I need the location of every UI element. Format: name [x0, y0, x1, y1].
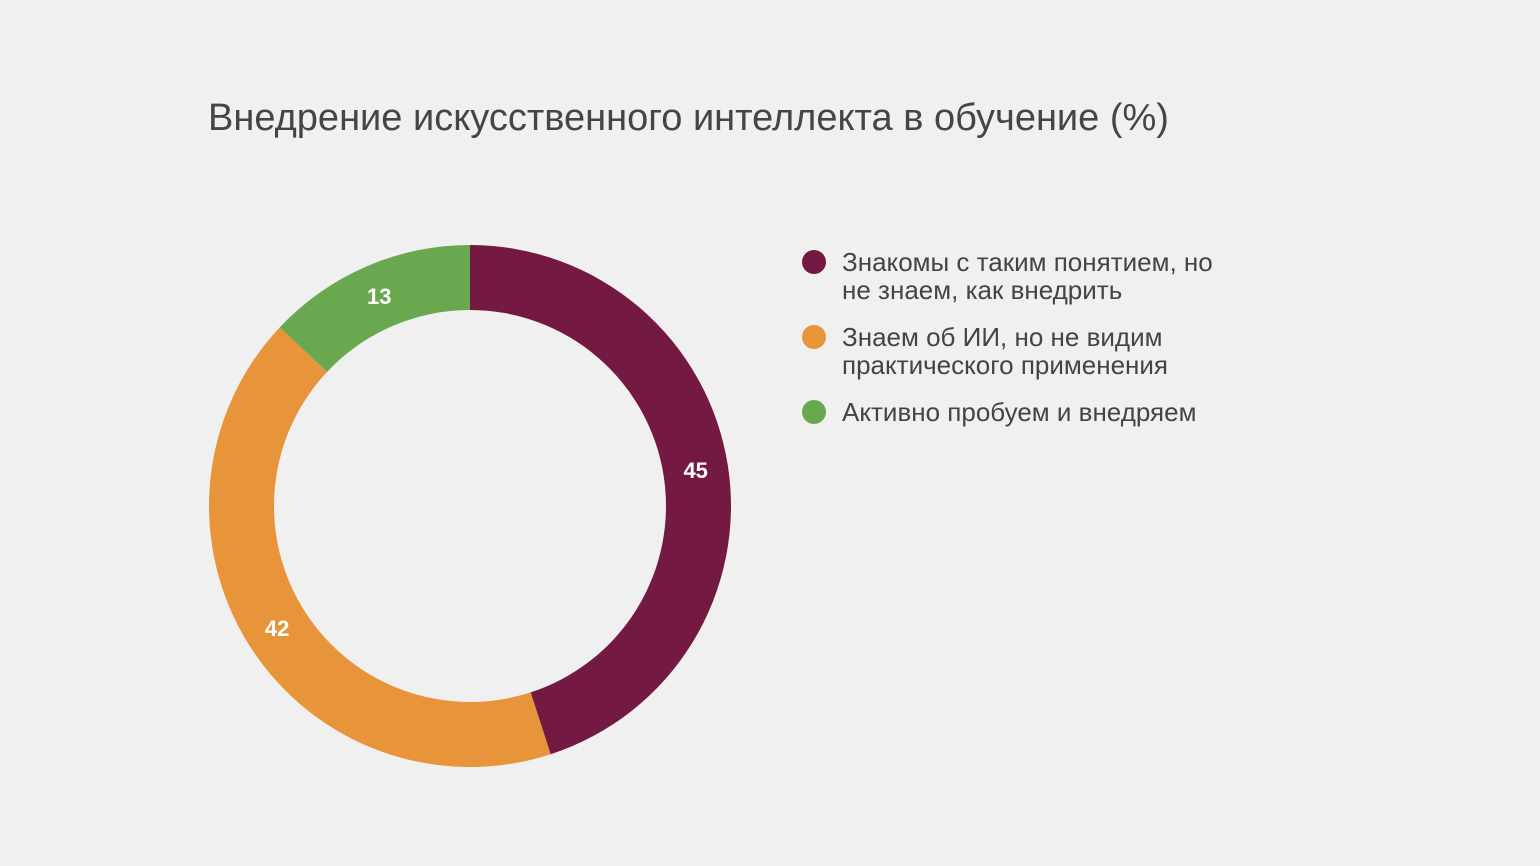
- legend-swatch-3: [802, 400, 826, 424]
- chart-legend: Знакомы с таким понятием, но не знаем, к…: [802, 248, 1242, 445]
- legend-label-2: Знаем об ИИ, но не видим практического п…: [842, 322, 1169, 380]
- legend-item-2: Знаем об ИИ, но не видим практического п…: [802, 323, 1242, 379]
- donut-slice-2: [208, 327, 551, 767]
- donut-slice-1: [470, 245, 731, 755]
- slice-value-label-3: 13: [367, 284, 391, 309]
- legend-item-3: Активно пробуем и внедряем: [802, 398, 1242, 426]
- legend-swatch-1: [802, 250, 826, 274]
- donut-slice-3: [279, 245, 470, 372]
- slice-value-label-1: 45: [683, 458, 707, 483]
- legend-item-1: Знакомы с таким понятием, но не знаем, к…: [802, 248, 1242, 304]
- legend-swatch-2: [802, 325, 826, 349]
- slice-value-label-2: 42: [265, 616, 289, 641]
- legend-label-3: Активно пробуем и внедряем: [842, 397, 1197, 427]
- chart-title: Внедрение искусственного интеллекта в об…: [208, 97, 1169, 139]
- legend-label-1: Знакомы с таким понятием, но не знаем, к…: [842, 247, 1213, 305]
